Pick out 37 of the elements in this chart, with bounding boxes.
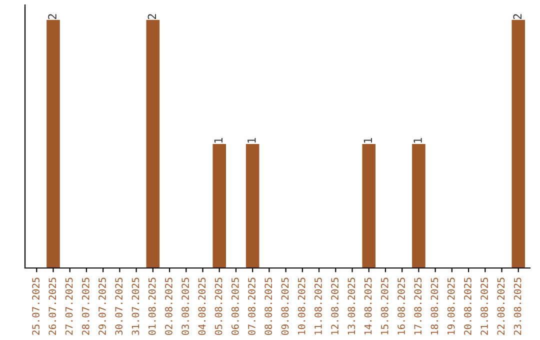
x-tick-label: 31.07.2025: [132, 278, 140, 335]
x-tick-label: 25.07.2025: [32, 278, 40, 335]
x-tick-label: 30.07.2025: [115, 278, 123, 335]
x-tick-label: 20.08.2025: [464, 278, 472, 335]
x-tick-label: 07.08.2025: [248, 278, 256, 335]
x-tick-label: 19.08.2025: [447, 278, 455, 334]
x-tick-label: 10.08.2025: [298, 278, 306, 334]
x-tick-label: 04.08.2025: [198, 278, 206, 335]
data-label: 1: [414, 138, 422, 143]
x-tick-label: 26.07.2025: [48, 278, 56, 335]
x-tick-label: 09.08.2025: [281, 278, 289, 335]
x-tick-label: 28.07.2025: [82, 278, 90, 335]
x-tick-label: 21.08.2025: [480, 278, 488, 335]
x-tick-label: 18.08.2025: [430, 278, 438, 334]
x-tick-label: 17.08.2025: [414, 278, 422, 334]
x-tick-label: 05.08.2025: [214, 278, 222, 335]
x-tick-label: 27.07.2025: [65, 278, 73, 335]
x-tick-label: 01.08.2025: [148, 278, 156, 335]
data-label: 1: [214, 138, 222, 143]
x-tick-label: 03.08.2025: [182, 278, 189, 335]
x-tick-label: 14.08.2025: [364, 278, 372, 334]
data-label: 1: [248, 138, 256, 143]
x-tick-label: 22.08.2025: [497, 278, 505, 335]
x-tick-label: 12.08.2025: [331, 278, 338, 334]
x-tick-label: 23.08.2025: [514, 278, 522, 335]
x-tick-label: 02.08.2025: [165, 278, 172, 335]
x-tick-label: 29.07.2025: [98, 278, 106, 335]
x-tick-label: 06.08.2025: [231, 278, 239, 335]
data-label: 2: [513, 14, 522, 20]
x-tick-label: 13.08.2025: [348, 278, 356, 334]
x-tick-label: 16.08.2025: [398, 278, 405, 334]
x-tick-label: 11.08.2025: [314, 278, 322, 334]
data-label: 2: [148, 14, 156, 20]
x-tick-label: 08.08.2025: [264, 278, 272, 335]
data-label: 2: [48, 14, 56, 20]
data-label: 1: [364, 138, 372, 143]
x-tick-label: 15.08.2025: [380, 278, 388, 334]
